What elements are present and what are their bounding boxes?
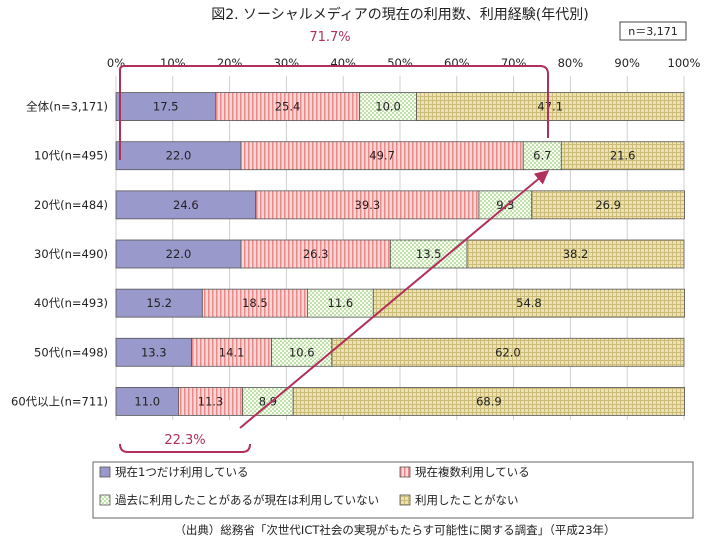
data-label: 26.3 (303, 247, 329, 261)
bar-segment (115, 288, 203, 318)
bar-segment (466, 239, 685, 269)
bar-segment (255, 190, 480, 220)
legend: 現在1つだけ利用している 現在複数利用している過去に利用したことがあるが現在は利用… (99, 465, 530, 507)
data-label: 22.0 (166, 247, 192, 261)
x-tick-label: 50% (387, 56, 413, 70)
data-label: 11.6 (328, 296, 354, 310)
bar-segment (522, 141, 562, 171)
legend-swatch (99, 494, 111, 506)
category-label: 60代以上(n=711) (11, 394, 108, 408)
category-label: 全体(n=3,171) (26, 100, 108, 114)
chart-title: 図2. ソーシャルメディアの現在の利用数、利用経験(年代別) (211, 6, 588, 23)
bar-segment (201, 288, 308, 318)
data-label: 68.9 (476, 394, 502, 408)
x-tick-label: 40% (330, 56, 356, 70)
annotation-bracket-bottom (119, 443, 251, 453)
data-label: 62.0 (495, 345, 521, 359)
x-tick-label: 100% (668, 56, 701, 70)
data-label: 18.5 (242, 296, 268, 310)
data-label: 14.1 (219, 345, 245, 359)
bar-segment (240, 239, 391, 269)
data-label: 38.2 (563, 247, 589, 261)
data-label: 17.5 (153, 100, 179, 114)
bar-segment (531, 190, 685, 220)
sample-note: n＝3,171 (628, 25, 677, 38)
data-label: 10.0 (375, 100, 401, 114)
bar-layer (115, 92, 685, 416)
category-label: 10代(n=495) (34, 149, 108, 163)
annotation-bottom-label: 22.3% (164, 433, 205, 448)
data-label-layer: 17.5 25.4 10.0 47.1 22.0 49.7 6.7 21.6 24.6 39.3 9… (134, 100, 635, 409)
source-note: （出典）総務省「次世代ICT社会の実現がもたらす可能性に関する調査」（平成23年… (174, 523, 615, 537)
bar-segment (389, 239, 468, 269)
category-label: 20代(n=484) (34, 198, 108, 212)
data-label: 11.3 (198, 394, 224, 408)
category-label: 50代(n=498) (34, 345, 108, 359)
bar-segment (115, 387, 179, 416)
x-tick-label: 80% (558, 56, 584, 70)
x-tick-label: 70% (501, 56, 527, 70)
category-layer: 全体(n=3,171) 10代(n=495) 20代(n=484) 30代(n=490… (11, 100, 108, 409)
x-tick-label: 90% (614, 56, 640, 70)
annotation-arrow (239, 170, 550, 429)
legend-box (92, 461, 694, 519)
data-label: 15.2 (146, 296, 172, 310)
annotation-bracket-top (119, 65, 549, 160)
bar-segment (115, 190, 257, 220)
data-label: 25.4 (275, 100, 301, 114)
legend-swatch (399, 494, 411, 506)
legend-label: 過去に利用したことがあるが現在は利用していない (115, 493, 379, 507)
category-label: 40代(n=493) (34, 296, 108, 310)
data-label: 11.0 (134, 394, 160, 408)
legend-label: 現在複数利用している (415, 465, 530, 479)
data-label: 26.9 (595, 198, 621, 212)
bar-segment (372, 288, 685, 318)
x-tick-label: 10% (160, 56, 186, 70)
bar-segment (560, 141, 685, 171)
bar-segment (115, 239, 242, 269)
data-label: 39.3 (355, 198, 381, 212)
data-label: 9.3 (496, 198, 514, 212)
bar-segment (178, 387, 244, 416)
bar-segment (242, 387, 294, 416)
x-tick-label: 30% (274, 56, 300, 70)
tick-layer: 0% 10% 20% 30% 40% 50% 60% 70% 80% 90% 100% (107, 56, 701, 70)
data-label: 6.7 (533, 149, 551, 163)
data-label: 47.1 (537, 100, 563, 114)
x-tick-label: 60% (444, 56, 470, 70)
legend-swatch (99, 466, 111, 478)
data-label: 24.6 (173, 198, 199, 212)
category-label: 30代(n=490) (34, 247, 108, 261)
data-label: 13.5 (416, 247, 442, 261)
data-label: 13.3 (141, 345, 167, 359)
bar-segment (240, 141, 524, 171)
sample-note-box (619, 21, 687, 41)
data-label: 21.6 (610, 149, 636, 163)
data-label: 8.9 (259, 394, 277, 408)
legend-label: 利用したことがない (415, 493, 519, 507)
bar-segment (416, 92, 685, 121)
bar-segment (331, 337, 685, 367)
bar-segment (271, 337, 333, 367)
annotation-top-label: 71.7% (309, 30, 350, 45)
data-label: 54.8 (516, 296, 542, 310)
bar-segment (115, 337, 192, 367)
bar-segment (292, 387, 685, 416)
data-label: 49.7 (369, 149, 395, 163)
legend-swatch (399, 466, 411, 478)
bar-segment (359, 92, 417, 121)
bar-segment (478, 190, 533, 220)
x-tick-label: 0% (107, 56, 125, 70)
x-tick-label: 20% (217, 56, 243, 70)
legend-label: 現在1つだけ利用している (115, 465, 248, 479)
data-label: 10.6 (289, 345, 315, 359)
data-label: 22.0 (166, 149, 192, 163)
